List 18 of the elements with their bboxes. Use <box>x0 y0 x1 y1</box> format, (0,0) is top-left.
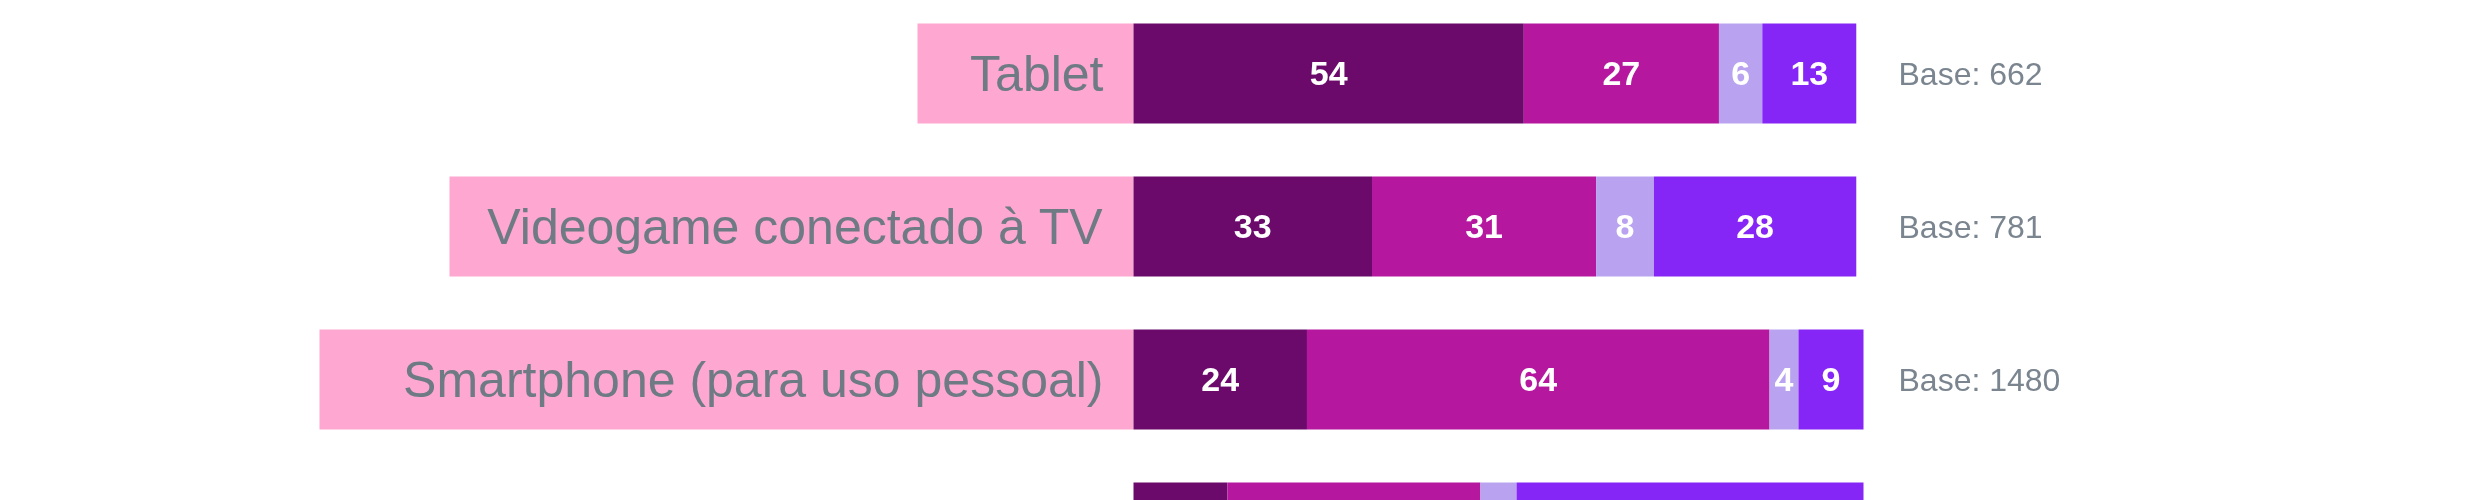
y-tick-label: Videogame conectado à TV <box>487 198 1104 255</box>
text: Base: 781 <box>1898 208 2043 245</box>
data-label: 9 <box>1821 360 1841 398</box>
data-label: 13 <box>1790 54 1829 92</box>
data-label: 54 <box>1309 54 1348 92</box>
data-label: 31 <box>1465 207 1503 245</box>
data-label: 33 <box>1233 207 1272 245</box>
data-label: 64 <box>1519 360 1558 398</box>
data-label: 4 <box>1774 360 1794 398</box>
text: Base: 1480 <box>1898 361 2061 398</box>
y-tick-label: Tablet <box>970 45 1104 102</box>
data-label: 27 <box>1602 54 1641 92</box>
data-label: 28 <box>1736 207 1774 245</box>
data-label: 6 <box>1731 54 1751 92</box>
text: Base: 662 <box>1898 55 2043 92</box>
y-tick-label: Smartphone (para uso pessoal) <box>403 351 1104 408</box>
data-label: 8 <box>1615 207 1635 245</box>
data-label: 24 <box>1201 360 1240 398</box>
